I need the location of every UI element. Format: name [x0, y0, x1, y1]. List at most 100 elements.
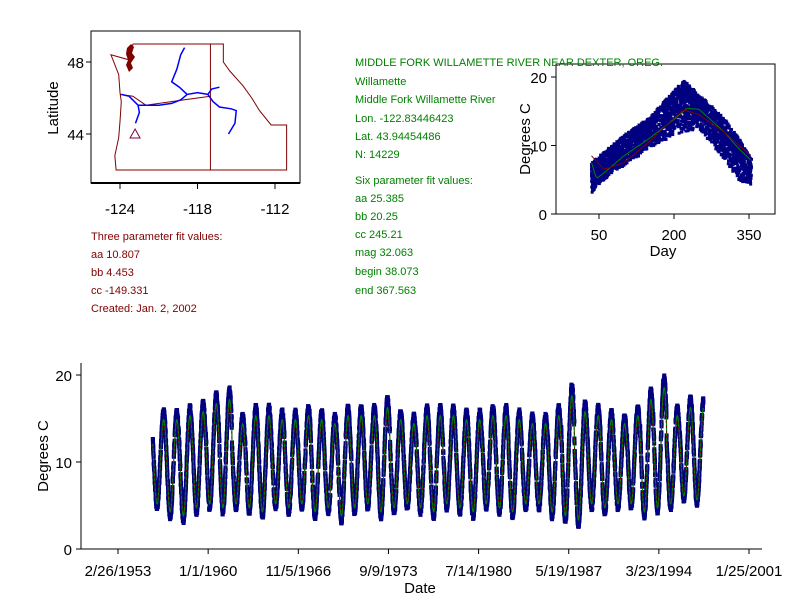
data-point — [631, 127, 635, 131]
puget-sound-islands — [126, 44, 135, 72]
data-point — [741, 171, 745, 175]
data-point — [740, 151, 744, 155]
data-point — [662, 105, 666, 109]
data-point — [740, 167, 744, 171]
data-point — [681, 115, 685, 119]
data-point — [667, 94, 671, 98]
data-point — [686, 85, 690, 89]
data-point — [649, 116, 653, 120]
data-point — [607, 172, 611, 176]
data-point — [680, 90, 684, 94]
data-point — [679, 130, 683, 134]
data-point — [652, 128, 656, 132]
data-point — [168, 515, 173, 520]
data-point — [628, 134, 632, 138]
data-point — [612, 142, 616, 146]
data-point — [598, 180, 602, 184]
data-point — [621, 136, 625, 140]
data-point — [725, 150, 729, 154]
data-point — [659, 118, 663, 122]
data-point — [645, 131, 649, 135]
data-point — [713, 108, 717, 112]
data-point — [682, 94, 686, 98]
data-point — [714, 140, 718, 144]
data-point — [683, 112, 687, 116]
data-point — [620, 153, 624, 157]
data-point — [622, 163, 626, 167]
data-point — [703, 130, 707, 134]
data-point — [641, 120, 645, 124]
data-point — [688, 124, 692, 128]
data-point — [724, 156, 728, 160]
data-point — [663, 133, 667, 137]
x-tick-label: 200 — [661, 227, 686, 244]
data-point — [680, 87, 684, 91]
data-point — [699, 125, 703, 129]
data-point — [730, 164, 734, 168]
data-point — [677, 89, 681, 93]
data-point — [634, 137, 638, 141]
data-point — [612, 144, 616, 148]
data-point — [711, 132, 715, 136]
data-point — [717, 119, 721, 123]
data-point — [680, 119, 684, 123]
data-point — [738, 152, 742, 156]
data-point — [684, 103, 688, 107]
data-point — [666, 112, 670, 116]
data-point — [714, 110, 718, 114]
data-point — [737, 139, 741, 143]
data-point — [706, 128, 710, 132]
data-point — [747, 180, 751, 184]
x-tick-label: -112 — [261, 201, 290, 218]
data-point — [743, 167, 747, 171]
map-frame — [90, 30, 301, 184]
data-point — [610, 148, 614, 152]
data-point — [677, 131, 681, 135]
data-point — [742, 160, 746, 164]
data-point — [661, 137, 665, 141]
data-point — [605, 173, 609, 177]
data-point — [727, 132, 731, 136]
data-point — [661, 130, 665, 134]
data-point — [699, 122, 703, 126]
data-point — [709, 112, 713, 116]
data-point — [703, 122, 707, 126]
data-point — [714, 116, 718, 120]
data-point — [738, 159, 742, 163]
x-tick-label: 50 — [591, 227, 608, 244]
data-point — [669, 127, 673, 131]
data-point — [743, 172, 747, 176]
data-point — [695, 102, 699, 106]
data-point — [627, 142, 631, 146]
y-axis-label: Degrees C — [517, 103, 534, 175]
data-point — [686, 120, 690, 124]
data-point — [646, 124, 650, 128]
data-point — [696, 124, 700, 128]
data-point — [590, 175, 594, 179]
river-line — [207, 93, 238, 135]
data-point — [605, 176, 609, 180]
data-point — [686, 111, 690, 115]
x-axis-label: Day — [650, 243, 677, 260]
data-point — [655, 109, 659, 113]
data-point — [595, 178, 599, 182]
data-point — [703, 133, 707, 137]
data-point — [667, 97, 671, 101]
data-point — [735, 153, 739, 157]
data-point — [628, 146, 632, 150]
data-point — [667, 104, 671, 108]
data-point — [686, 126, 690, 130]
data-point — [610, 171, 614, 175]
data-point — [676, 87, 680, 91]
data-point — [655, 127, 659, 131]
river-line — [170, 47, 188, 95]
data-point — [684, 84, 688, 88]
data-point — [692, 96, 696, 100]
data-point — [188, 404, 193, 409]
data-point — [644, 128, 648, 132]
data-point — [684, 129, 688, 133]
data-point — [705, 106, 709, 110]
